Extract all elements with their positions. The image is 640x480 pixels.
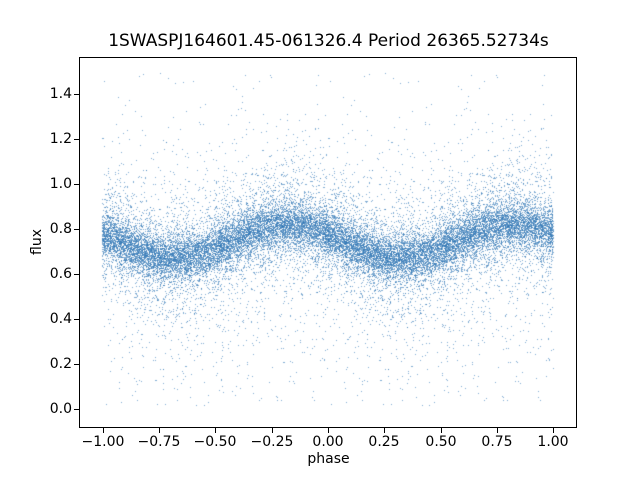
y-tick-label: 0.8 [49,221,72,237]
x-tick-label: 1.00 [537,434,569,450]
y-tick [74,319,79,320]
x-tick [441,428,442,433]
x-tick-label: 0.25 [368,434,400,450]
x-tick [553,428,554,433]
y-tick-label: 0.0 [49,401,72,417]
x-tick-label: −0.25 [250,434,294,450]
x-tick [328,428,329,433]
y-tick [74,409,79,410]
y-tick-label: 0.2 [49,356,72,372]
y-tick-label: 1.2 [49,131,72,147]
y-tick [74,94,79,95]
y-tick [74,184,79,185]
x-tick [497,428,498,433]
scatter-canvas [80,58,576,427]
y-tick [74,274,79,275]
x-tick-label: −0.75 [137,434,181,450]
x-tick [103,428,104,433]
x-axis-label: phase [307,451,350,467]
y-tick-label: 1.0 [49,176,72,192]
x-tick-label: 0.50 [425,434,457,450]
x-tick-label: 0.75 [481,434,513,450]
x-tick-label: −1.00 [81,434,125,450]
x-tick [272,428,273,433]
x-tick [384,428,385,433]
plot-area [79,57,577,428]
x-tick-label: 0.00 [312,434,344,450]
y-tick-label: 1.4 [49,86,72,102]
chart-title: 1SWASPJ164601.45-061326.4 Period 26365.5… [108,31,549,51]
y-tick [74,139,79,140]
y-axis-label: flux [29,229,45,255]
x-tick [159,428,160,433]
y-tick [74,229,79,230]
y-tick-label: 0.4 [49,311,72,327]
y-tick-label: 0.6 [49,266,72,282]
x-tick [215,428,216,433]
y-tick [74,364,79,365]
x-tick-label: −0.50 [193,434,237,450]
